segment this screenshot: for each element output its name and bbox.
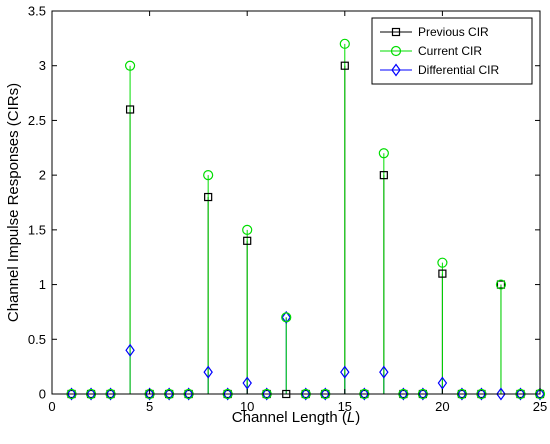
marker-diamond-5 <box>144 387 155 401</box>
x-axis-label: Channel Length (L) <box>232 409 360 426</box>
marker-diamond-17 <box>379 365 389 379</box>
marker-square-23 <box>496 280 506 289</box>
marker-diamond-25 <box>535 387 545 401</box>
marker-square-15 <box>340 61 349 70</box>
y-tick-label: 0.5 <box>28 332 46 347</box>
marker-diamond-13 <box>301 387 311 401</box>
marker-circle-4 <box>124 60 136 71</box>
legend-label: Differential CIR <box>418 63 499 77</box>
y-tick-label: 2 <box>39 168 46 183</box>
marker-diamond-10 <box>242 376 252 390</box>
axes-frame <box>51 10 541 395</box>
x-tick-label: 15 <box>338 399 352 414</box>
marker-diamond-20 <box>437 376 448 390</box>
marker-circle-15 <box>339 38 350 49</box>
marker-circle-17 <box>378 148 389 159</box>
marker-diamond-23 <box>496 387 506 401</box>
marker-circle-12 <box>281 312 292 323</box>
marker-circle-10 <box>242 224 253 235</box>
marker-diamond-22 <box>476 387 487 401</box>
marker-square-10 <box>243 236 252 245</box>
marker-square-20 <box>438 269 447 278</box>
marker-diamond-6 <box>164 387 174 401</box>
marker-diamond-21 <box>457 387 467 401</box>
marker-diamond-9 <box>222 387 233 401</box>
y-tick-label: 1 <box>39 277 46 292</box>
marker-diamond-3 <box>105 387 116 401</box>
x-tick-label: 5 <box>146 399 153 414</box>
x-tick-label: 10 <box>240 399 254 414</box>
y-tick-label: 0 <box>39 387 46 402</box>
y-tick-label: 3 <box>39 58 46 73</box>
marker-square-17 <box>379 171 388 180</box>
marker-diamond-4 <box>125 343 135 357</box>
marker-diamond-16 <box>359 387 370 401</box>
marker-circle-8 <box>203 170 214 181</box>
x-tick-label: 0 <box>48 399 55 414</box>
marker-diamond-14 <box>320 387 331 401</box>
y-axis-label: Channel Impulse Responses (CIRs) <box>5 83 22 322</box>
x-tick-label: 20 <box>435 399 449 414</box>
marker-diamond-19 <box>418 387 428 401</box>
legend-label: Current CIR <box>418 44 482 58</box>
y-tick-label: 2.5 <box>28 113 46 128</box>
marker-diamond-2 <box>86 387 96 401</box>
marker-square-4 <box>125 105 135 114</box>
marker-diamond-1 <box>66 387 77 401</box>
marker-diamond-12 <box>281 310 291 324</box>
tick-labels-layer: 0 5 10 15 20 25 0 0.5 1 1.5 2 2.5 3 3.5 <box>28 4 547 415</box>
ticks-layer <box>51 10 541 395</box>
marker-circle-20 <box>437 257 448 268</box>
legend-marker-circle <box>390 45 402 57</box>
y-tick-label: 1.5 <box>28 222 46 237</box>
marker-square-8 <box>204 192 213 202</box>
marker-diamond-7 <box>183 387 194 401</box>
marker-diamond-24 <box>515 387 526 401</box>
legend-marker-diamond <box>391 63 401 77</box>
legend-marker-square <box>391 27 401 37</box>
marker-diamond-11 <box>261 387 272 401</box>
marker-diamond-8 <box>203 365 213 379</box>
legend-label: Previous CIR <box>418 25 489 39</box>
marker-diamond-15 <box>340 365 350 379</box>
marker-circle-23 <box>495 279 507 290</box>
x-tick-label: 25 <box>533 399 547 414</box>
marker-diamond-18 <box>398 387 409 401</box>
y-tick-label: 3.5 <box>28 4 46 19</box>
legend: Previous CIR Current CIR Differential CIR <box>371 17 533 85</box>
